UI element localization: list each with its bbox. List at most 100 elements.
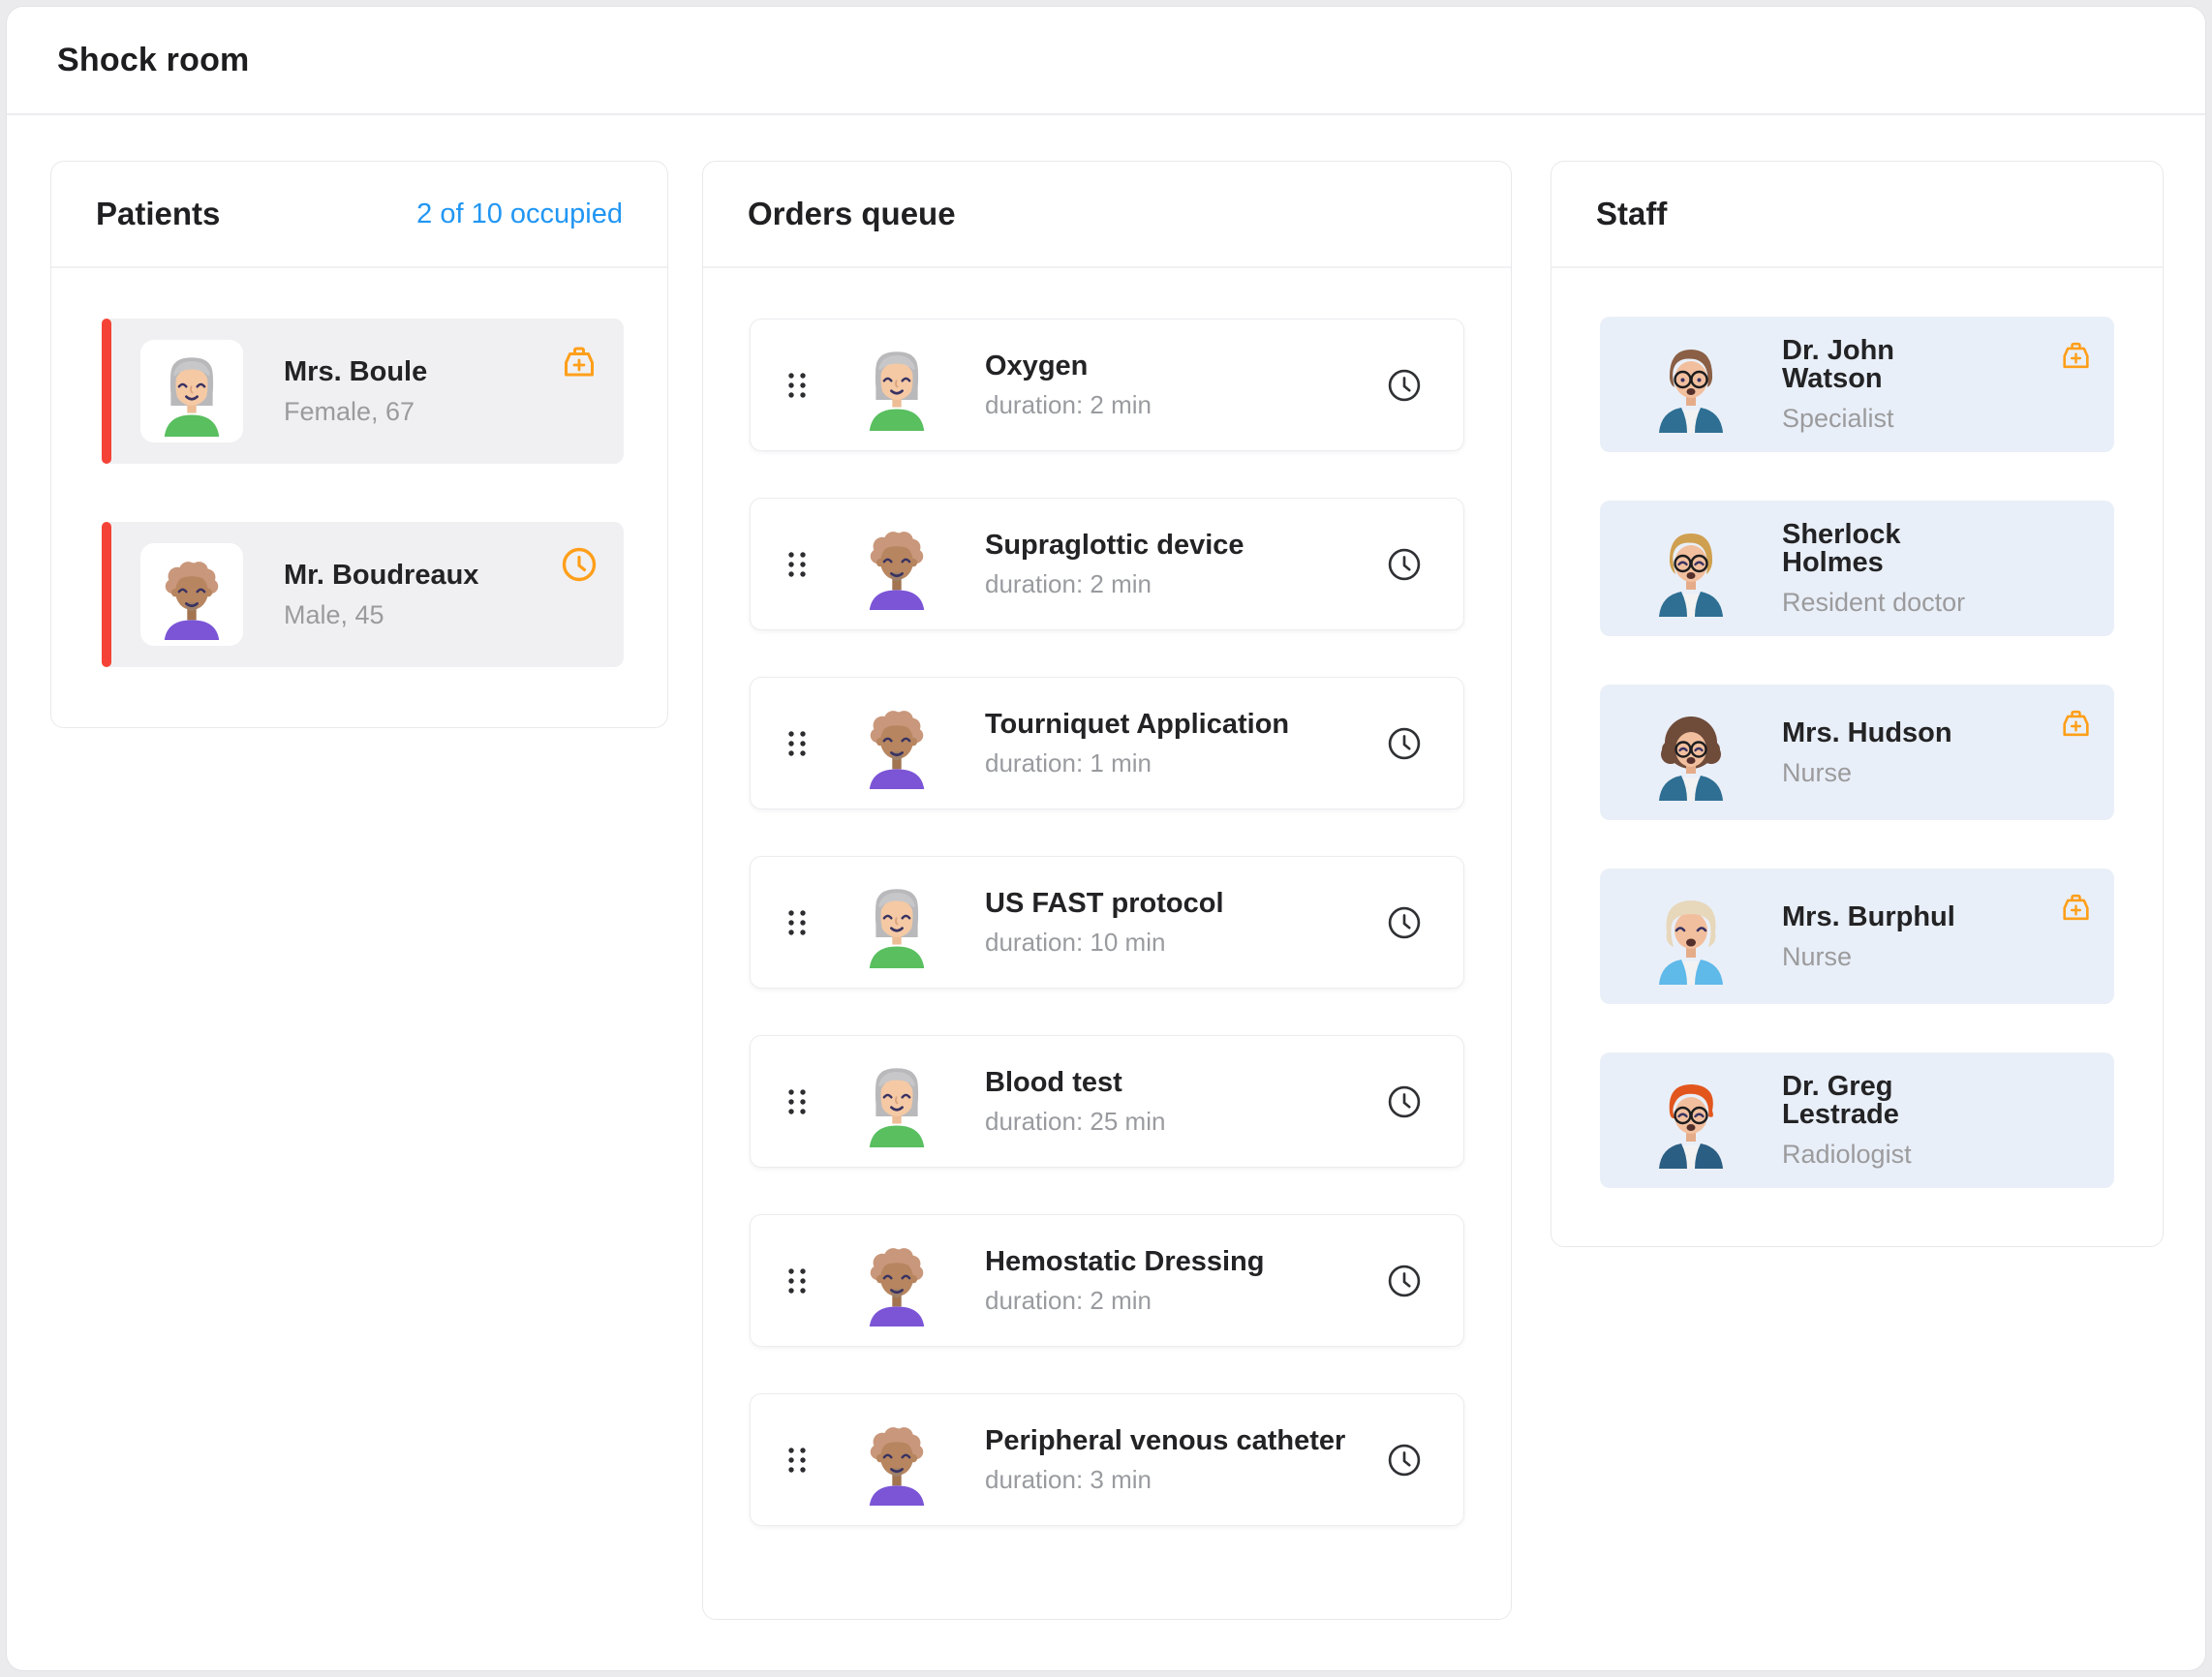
patient-details: Female, 67 (284, 396, 415, 426)
patient-info: Mr. Boudreaux Male, 45 (284, 559, 566, 629)
orders-title: Orders queue (748, 196, 956, 231)
staff-panel-header: Staff (1551, 162, 2163, 268)
curly-man-avatar (851, 698, 942, 789)
patient-card[interactable]: Mrs. Boule Female, 67 (102, 319, 624, 464)
order-title: Oxygen (985, 351, 1089, 381)
first-aid-kit-icon (2059, 338, 2093, 372)
order-duration: duration: 2 min (985, 390, 1152, 419)
first-aid-kit-icon (560, 342, 599, 381)
staff-card[interactable]: Mrs. Burphul Nurse (1600, 869, 2114, 1004)
staff-info: Mrs. Burphul Nurse (1782, 900, 2043, 971)
order-duration: duration: 10 min (985, 928, 1166, 957)
staff-panel: Staff Dr. John Watson Specialist Sherlo (1551, 161, 2164, 1247)
staff-role: Radiologist (1782, 1140, 1912, 1169)
order-card[interactable]: Oxygen duration: 2 min (750, 319, 1464, 451)
patient-card[interactable]: Mr. Boudreaux Male, 45 (102, 522, 624, 667)
staff-card[interactable]: Dr. Greg Lestrade Radiologist (1600, 1052, 2114, 1188)
clock-icon (560, 545, 599, 584)
staff-name: Mrs. Burphul (1782, 900, 1955, 932)
clock-icon (1386, 904, 1423, 941)
clock-icon (1386, 1442, 1423, 1479)
order-title: Hemostatic Dressing (985, 1246, 1265, 1277)
staff-card[interactable]: Sherlock Holmes Resident doctor (1600, 501, 2114, 636)
staff-role: Resident doctor (1782, 588, 1966, 617)
curly-man-avatar (851, 519, 942, 610)
page-title: Shock room (57, 41, 250, 78)
drag-handle-icon[interactable] (785, 1265, 809, 1297)
curly-man-avatar (851, 1235, 942, 1326)
clock-icon (1386, 367, 1423, 404)
order-card[interactable]: US FAST protocol duration: 10 min (750, 856, 1464, 989)
order-card[interactable]: Hemostatic Dressing duration: 2 min (750, 1214, 1464, 1347)
staff-role: Nurse (1782, 757, 1853, 787)
orders-queue-panel: Orders queue Oxygen (702, 161, 1512, 1620)
order-card[interactable]: Blood test duration: 25 min (750, 1035, 1464, 1168)
lestrade-avatar (1643, 1072, 1739, 1169)
order-info: Supraglottic device duration: 2 min (985, 530, 1244, 597)
order-title: Blood test (985, 1067, 1122, 1098)
order-card[interactable]: Supraglottic device duration: 2 min (750, 498, 1464, 630)
patients-title: Patients (96, 196, 221, 231)
order-info: Hemostatic Dressing duration: 2 min (985, 1246, 1265, 1315)
burphul-avatar (1643, 888, 1739, 985)
first-aid-kit-icon (2059, 890, 2093, 924)
patients-list: Mrs. Boule Female, 67 Mr. Boudreaux Male… (51, 268, 667, 727)
staff-name: Dr. John Watson (1782, 335, 1895, 394)
staff-card[interactable]: Mrs. Hudson Nurse (1600, 685, 2114, 820)
staff-role: Nurse (1782, 941, 1853, 971)
staff-info: Dr. John Watson Specialist (1782, 337, 2072, 432)
order-info: Oxygen duration: 2 min (985, 351, 1152, 419)
staff-list: Dr. John Watson Specialist Sherlock Holm… (1551, 268, 2163, 1246)
curly-man-avatar (851, 1415, 942, 1506)
order-duration: duration: 2 min (985, 1286, 1152, 1315)
elderly-woman-avatar (851, 1056, 942, 1147)
elderly-woman-avatar (140, 340, 243, 442)
holmes-avatar (1643, 520, 1739, 617)
curly-man-avatar (140, 543, 243, 646)
staff-role: Specialist (1782, 404, 1894, 433)
drag-handle-icon[interactable] (785, 548, 809, 581)
drag-handle-icon[interactable] (785, 369, 809, 402)
hudson-avatar (1643, 704, 1739, 801)
order-card[interactable]: Peripheral venous catheter duration: 3 m… (750, 1393, 1464, 1526)
patient-name: Mr. Boudreaux (284, 559, 479, 591)
patients-panel-header: Patients 2 of 10 occupied (51, 162, 667, 268)
patient-details: Male, 45 (284, 599, 384, 629)
first-aid-kit-icon (2059, 706, 2093, 740)
order-duration: duration: 1 min (985, 748, 1152, 778)
staff-name: Mrs. Hudson (1782, 717, 1952, 748)
drag-handle-icon[interactable] (785, 727, 809, 760)
shock-room-app: Shock room Patients 2 of 10 occupied Mrs… (6, 6, 2206, 1671)
content-area: Patients 2 of 10 occupied Mrs. Boule Fem… (7, 115, 2205, 1668)
staff-name: Sherlock Holmes (1782, 519, 1901, 578)
patients-panel: Patients 2 of 10 occupied Mrs. Boule Fem… (50, 161, 668, 728)
watson-avatar (1643, 336, 1739, 433)
clock-icon (1386, 1083, 1423, 1120)
order-duration: duration: 25 min (985, 1107, 1166, 1136)
patient-info: Mrs. Boule Female, 67 (284, 357, 514, 426)
order-title: Supraglottic device (985, 530, 1244, 561)
order-title: Peripheral venous catheter (985, 1425, 1346, 1456)
drag-handle-icon[interactable] (785, 1444, 809, 1477)
staff-info: Mrs. Hudson Nurse (1782, 717, 2040, 787)
order-info: Blood test duration: 25 min (985, 1067, 1166, 1136)
elderly-woman-avatar (851, 877, 942, 968)
staff-info: Dr. Greg Lestrade Radiologist (1782, 1073, 2072, 1168)
drag-handle-icon[interactable] (785, 906, 809, 939)
order-info: Tourniquet Application duration: 1 min (985, 709, 1290, 778)
clock-icon (1386, 725, 1423, 762)
order-card[interactable]: Tourniquet Application duration: 1 min (750, 677, 1464, 809)
staff-title: Staff (1596, 196, 1668, 231)
order-duration: duration: 3 min (985, 1465, 1152, 1494)
staff-info: Sherlock Holmes Resident doctor (1782, 521, 2072, 616)
order-title: US FAST protocol (985, 888, 1224, 919)
drag-handle-icon[interactable] (785, 1085, 809, 1118)
staff-name: Dr. Greg Lestrade (1782, 1071, 1899, 1130)
critical-accent-bar (102, 522, 111, 667)
critical-accent-bar (102, 319, 111, 464)
clock-icon (1386, 546, 1423, 583)
order-title: Tourniquet Application (985, 709, 1290, 740)
staff-card[interactable]: Dr. John Watson Specialist (1600, 317, 2114, 452)
orders-panel-header: Orders queue (703, 162, 1511, 268)
occupancy-status[interactable]: 2 of 10 occupied (416, 198, 623, 229)
